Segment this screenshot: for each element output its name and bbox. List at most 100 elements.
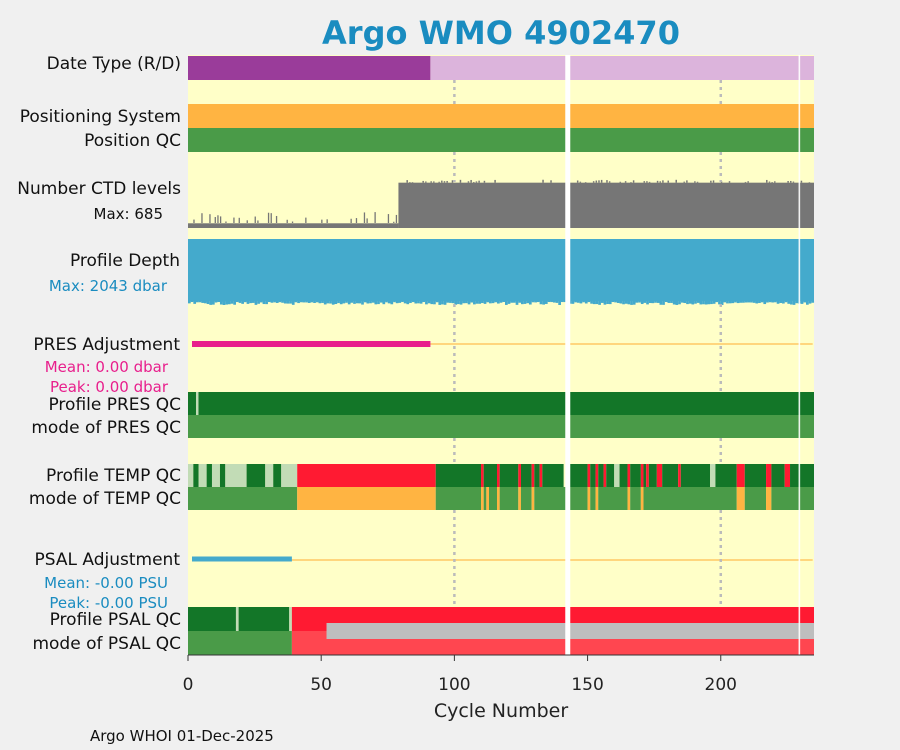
- profile-temp-qc-segment: [606, 464, 615, 487]
- ctd-levels-spike: [246, 220, 248, 223]
- profile-temp-qc-segment: [265, 464, 274, 487]
- label-profile-temp-qc: Profile TEMP QC: [46, 466, 181, 486]
- position-qc-segment: [188, 128, 814, 152]
- profile-depth-edge: [712, 301, 716, 304]
- profile-depth-edge: [457, 301, 460, 305]
- profile-depth-edge: [414, 301, 418, 304]
- profile-depth-edge: [233, 301, 236, 305]
- mode-temp-qc-segment: [643, 487, 737, 510]
- mode-pres-qc-segment: [188, 415, 814, 438]
- mode-temp-qc-segment: [497, 487, 500, 510]
- profile-depth-edge: [744, 301, 748, 303]
- profile-depth-edge: [600, 301, 604, 303]
- ctd-levels-spike: [441, 180, 443, 183]
- profile-depth-edge: [582, 301, 585, 303]
- ctd-levels-spike: [406, 180, 408, 183]
- profile-depth-edge: [531, 301, 535, 303]
- ctd-levels-spike: [744, 181, 747, 183]
- mode-temp-qc-segment: [744, 487, 767, 510]
- profile-depth-edge: [606, 301, 609, 304]
- ctd-levels-spike: [270, 213, 272, 223]
- chart-marks: [188, 55, 815, 655]
- profile-depth-edge: [742, 301, 745, 303]
- profile-depth-edge: [188, 301, 191, 304]
- profile-temp-qc-segment: [531, 464, 535, 487]
- label-date-type: Date Type (R/D): [47, 54, 181, 74]
- profile-depth-edge: [302, 301, 306, 303]
- label-positioning-system: Positioning System: [20, 107, 181, 127]
- profile-temp-qc-segment: [225, 464, 247, 487]
- profile-depth-edge: [281, 301, 284, 303]
- profile-temp-qc-segment: [520, 464, 532, 487]
- profile-temp-qc-segment: [640, 464, 644, 487]
- profile-depth-edge: [283, 301, 287, 304]
- profile-depth-edge: [803, 301, 807, 303]
- profile-depth-edge: [518, 301, 522, 303]
- profile-depth-edge: [590, 301, 593, 304]
- profile-depth-edge: [363, 301, 367, 303]
- ctd-levels-spike: [433, 181, 435, 183]
- profile-depth-edge: [784, 301, 788, 303]
- profile-depth-bar: [188, 239, 814, 301]
- profile-depth-edge: [259, 301, 263, 303]
- profile-depth-edge: [465, 301, 468, 304]
- profile-depth-edge: [608, 301, 612, 305]
- profile-depth-edge: [512, 301, 516, 303]
- profile-depth-edge: [342, 301, 346, 304]
- x-tick-label: 0: [183, 675, 194, 695]
- profile-depth-edge: [515, 301, 519, 305]
- ctd-levels-spike: [257, 220, 259, 223]
- profile-depth-edge: [662, 301, 665, 305]
- profile-temp-qc-segment: [542, 464, 564, 487]
- ctd-levels-spike: [286, 219, 288, 223]
- footer-credit: Argo WHOI 01-Dec-2025: [90, 727, 274, 745]
- ctd-levels-spike: [659, 181, 661, 183]
- ctd-levels-spike: [646, 181, 648, 183]
- profile-psal-qc-segment: [188, 607, 236, 631]
- profile-temp-qc-segment: [193, 464, 199, 487]
- profile-depth-spike: [203, 293, 206, 302]
- ctd-levels-spike: [694, 181, 696, 183]
- profile-depth-edge: [771, 301, 775, 303]
- profile-depth-edge: [603, 301, 607, 305]
- label-mode-pres-qc: mode of PRES QC: [31, 418, 181, 438]
- profile-temp-qc-segment: [744, 464, 767, 487]
- profile-depth-edge: [635, 301, 639, 303]
- profile-temp-qc-segment: [771, 464, 785, 487]
- profile-depth-edge: [291, 301, 295, 305]
- ctd-levels-spike: [667, 180, 669, 183]
- profile-depth-edge: [446, 301, 450, 303]
- profile-depth-edge: [249, 301, 252, 304]
- profile-temp-qc-segment: [627, 464, 631, 487]
- profile-depth-edge: [473, 301, 476, 305]
- profile-depth-edge: [520, 301, 524, 305]
- profile-depth-edge: [592, 301, 596, 305]
- profile-depth-edge: [696, 301, 700, 303]
- ctd-levels-spike: [446, 180, 448, 183]
- profile-depth-edge: [211, 301, 215, 305]
- profile-depth-edge: [739, 301, 743, 303]
- profile-depth-edge: [417, 301, 420, 304]
- profile-depth-edge: [353, 301, 356, 304]
- profile-pres-qc-exception: [195, 392, 199, 415]
- profile-depth-edge: [398, 301, 402, 303]
- x-tick-label: 100: [438, 675, 470, 695]
- profile-depth-edge: [539, 301, 543, 305]
- profile-depth-edge: [718, 301, 721, 305]
- profile-depth-edge: [230, 301, 234, 304]
- profile-depth-edge: [459, 301, 463, 305]
- profile-depth-edge: [651, 301, 655, 304]
- profile-depth-edge: [227, 301, 231, 305]
- ctd-levels-spike: [720, 181, 723, 183]
- profile-temp-qc-segment: [435, 464, 482, 487]
- label-position-qc: Position QC: [84, 131, 181, 151]
- mode-temp-qc-segment: [520, 487, 532, 510]
- label-mode-temp-qc: mode of TEMP QC: [29, 489, 181, 509]
- profile-depth-edge: [544, 301, 548, 304]
- ctd-levels-spike: [214, 217, 216, 223]
- profile-depth-edge: [449, 301, 452, 303]
- ctd-levels-spike: [619, 181, 622, 183]
- profile-depth-edge: [707, 301, 711, 305]
- profile-depth-edge: [201, 301, 205, 303]
- profile-depth-edge: [467, 301, 471, 305]
